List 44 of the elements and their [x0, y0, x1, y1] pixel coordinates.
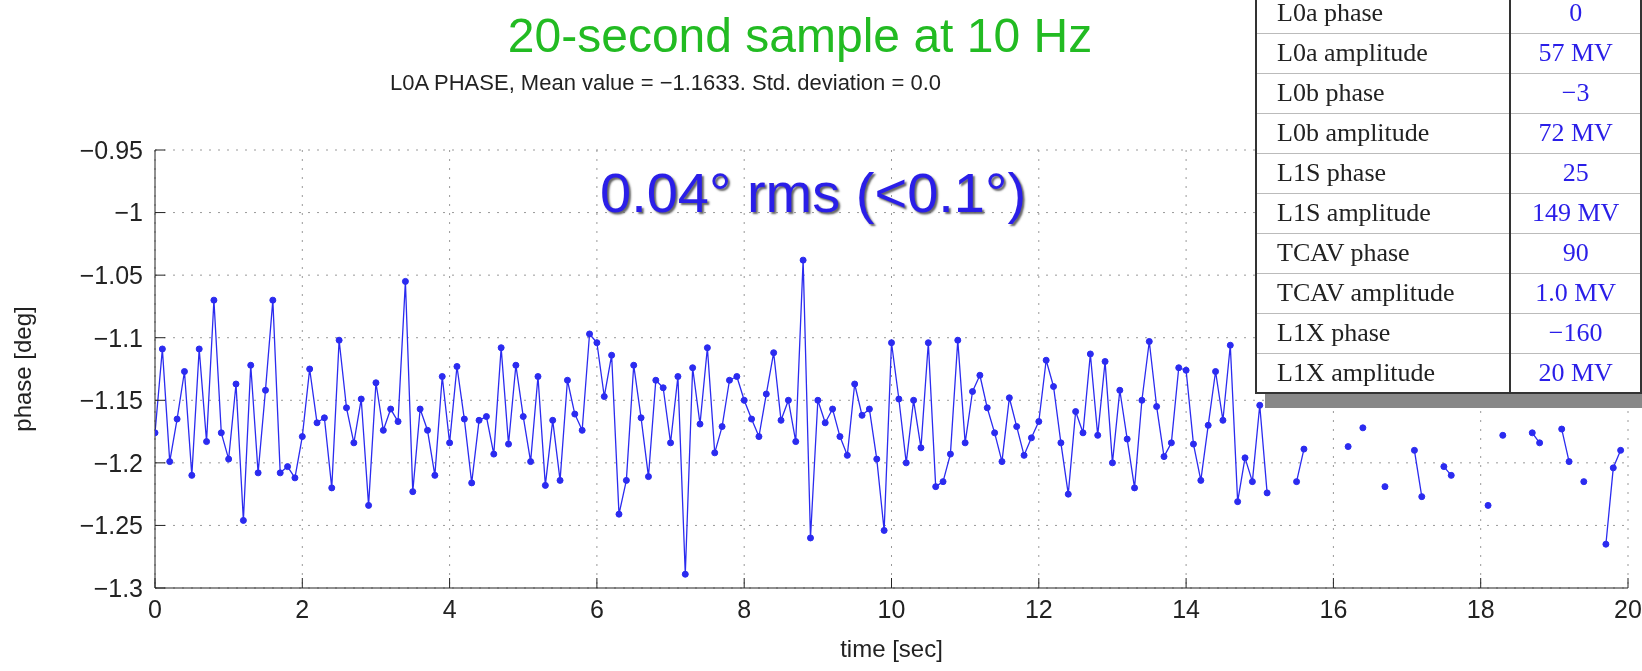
annotation: 1.0 MV — [1510, 273, 1641, 313]
text: 0 — [1510, 0, 1641, 33]
text: L0a phase — [1256, 0, 1511, 33]
annotation: 149 MV — [1510, 193, 1641, 233]
x-tick-label: 4 — [442, 594, 457, 623]
x-tick-label: 18 — [1466, 594, 1495, 623]
y-tick-label: −1.15 — [79, 386, 143, 415]
y-tick-label: −1.05 — [79, 261, 143, 290]
text: L0a amplitude — [1256, 33, 1511, 73]
y-tick-label: −1.1 — [93, 323, 143, 352]
annotation: −160 — [1510, 313, 1641, 353]
y-tick-label: −0.95 — [79, 135, 143, 164]
annotation: L1X amplitude — [1256, 353, 1511, 393]
x-tick-label: 2 — [295, 594, 310, 623]
y-tick-label: −1.2 — [93, 448, 143, 477]
text: 72 MV — [1510, 113, 1641, 153]
annotation: L1X phase — [1256, 313, 1511, 353]
text: −3 — [1510, 73, 1641, 113]
x-tick-label: 12 — [1024, 594, 1053, 623]
annotation: L1S amplitude — [1256, 193, 1511, 233]
y-axis-title: phase [deg] — [8, 306, 36, 432]
x-tick-label: 14 — [1172, 594, 1201, 623]
text: L0b amplitude — [1256, 113, 1511, 153]
annotation: 90 — [1510, 233, 1641, 273]
x-tick-label: 10 — [877, 594, 906, 623]
x-tick-label: 6 — [589, 594, 604, 623]
x-tick-label: 16 — [1319, 594, 1348, 623]
annotation: TCAV amplitude — [1256, 273, 1511, 313]
annotation: 0.04° rms (<0.1°) — [600, 160, 1027, 225]
y-tick-label: −1.3 — [93, 573, 143, 602]
chart-subtitle: L0A PHASE, Mean value = −1.1633. Std. deviation = 0.0 — [390, 70, 941, 96]
x-axis-title: time [sec] — [840, 635, 943, 662]
y-tick-label: −1 — [114, 198, 143, 227]
x-tick-label: 8 — [737, 594, 752, 623]
annotation: 20 MV — [1510, 353, 1641, 393]
x-tick-label: 0 — [148, 594, 162, 623]
annotation: 25 — [1510, 153, 1641, 193]
text: L0b phase — [1256, 73, 1511, 113]
annotation: L1S phase — [1256, 153, 1511, 193]
chart-title: 20-second sample at 10 Hz — [506, 8, 1094, 63]
text: 57 MV — [1510, 33, 1641, 73]
annotation: TCAV phase — [1256, 233, 1511, 273]
x-tick-label: 20 — [1614, 594, 1642, 623]
y-tick-label: −1.25 — [79, 511, 143, 540]
